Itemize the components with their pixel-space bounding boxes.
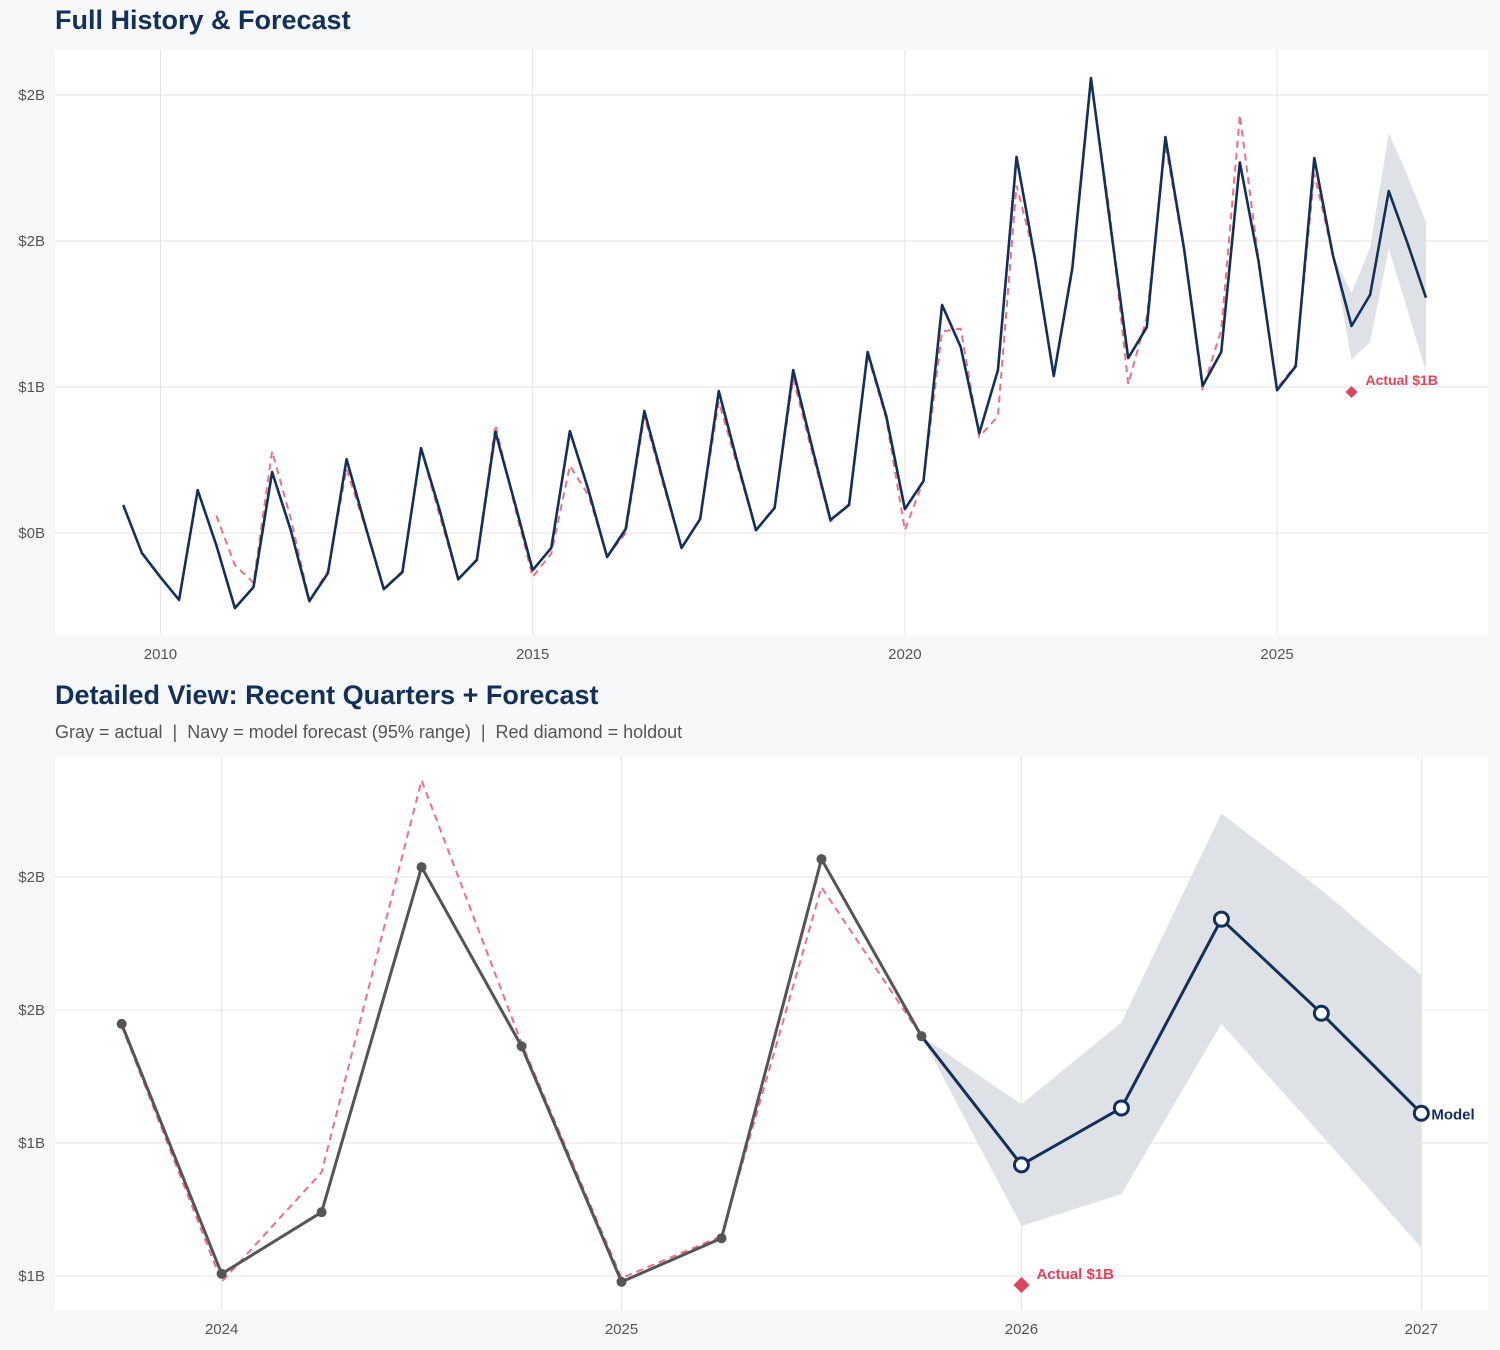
x-tick-label: 2024 bbox=[205, 1321, 238, 1338]
forecast-interval-band bbox=[1332, 132, 1426, 372]
y-tick-label: $0B bbox=[18, 525, 45, 542]
x-tick-label: 2026 bbox=[1005, 1321, 1038, 1338]
forecast-interval-band bbox=[921, 813, 1422, 1248]
actual-point bbox=[716, 1233, 727, 1244]
history-chart: $0B $1B $2B $2B 2010 2015 2020 2025 Actual $1B bbox=[18, 50, 1488, 663]
forecast-point bbox=[1412, 1104, 1430, 1122]
actual-point bbox=[616, 1276, 627, 1287]
actual-point bbox=[116, 1018, 127, 1029]
plot-area bbox=[55, 50, 1488, 635]
holdout-diamond bbox=[1345, 386, 1358, 399]
x-tick-label: 2015 bbox=[516, 646, 549, 663]
y-tick-label: $2B bbox=[18, 233, 45, 250]
actual-point bbox=[516, 1041, 527, 1052]
actual-point bbox=[916, 1031, 927, 1042]
forecast-point bbox=[1112, 1099, 1130, 1117]
forecast-point bbox=[1312, 1004, 1330, 1022]
actual-point bbox=[316, 1207, 327, 1218]
forecast-point bbox=[1012, 1156, 1030, 1174]
y-tick-label: $1B bbox=[18, 1268, 45, 1285]
actual-line bbox=[122, 76, 1335, 610]
x-tick-label: 2027 bbox=[1405, 1321, 1438, 1338]
forecast-line bbox=[1331, 189, 1428, 328]
bottom-chart-subtitle: Gray = actual | Navy = model forecast (9… bbox=[55, 722, 683, 742]
detail-chart: $1B $1B $2B $2B 2024 2025 2026 2027 Model Actual … bbox=[18, 757, 1488, 1338]
y-tick-label: $1B bbox=[18, 1135, 45, 1152]
y-tick-label: $1B bbox=[18, 379, 45, 396]
actual-point bbox=[216, 1268, 227, 1279]
x-tick-label: 2025 bbox=[605, 1321, 638, 1338]
forecast-line bbox=[920, 917, 1423, 1167]
y-tick-label: $2B bbox=[18, 1002, 45, 1019]
top-chart-title: Full History & Forecast bbox=[55, 5, 351, 35]
y-tick-label: $2B bbox=[18, 869, 45, 886]
holdout-diamond bbox=[1013, 1277, 1030, 1294]
y-tick-label: $2B bbox=[18, 87, 45, 104]
bottom-chart-title: Detailed View: Recent Quarters + Forecas… bbox=[55, 680, 599, 710]
actual-point bbox=[416, 862, 427, 873]
x-tick-label: 2010 bbox=[144, 646, 177, 663]
forecast-point bbox=[1212, 910, 1230, 928]
holdout-label: Actual $1B bbox=[1036, 1266, 1114, 1283]
holdout-label: Actual $1B bbox=[1366, 372, 1438, 388]
x-tick-label: 2025 bbox=[1260, 646, 1293, 663]
actual-point bbox=[816, 854, 827, 865]
model-label: Model bbox=[1431, 1106, 1474, 1123]
x-tick-label: 2020 bbox=[888, 646, 921, 663]
